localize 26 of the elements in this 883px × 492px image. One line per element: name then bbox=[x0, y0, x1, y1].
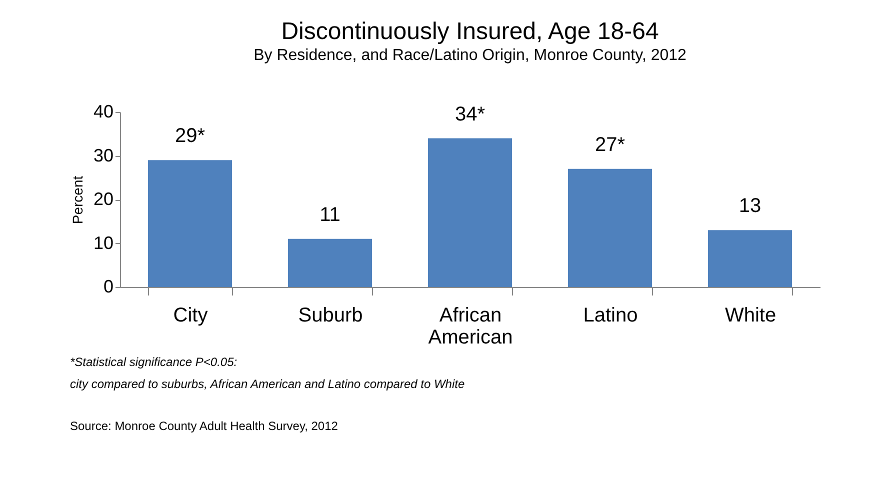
x-tick-label: African American bbox=[428, 304, 513, 348]
y-tick-label: 30 bbox=[93, 145, 114, 166]
y-tick-label: 40 bbox=[93, 102, 114, 122]
data-label: 29* bbox=[174, 125, 206, 148]
bar bbox=[428, 138, 512, 287]
bar bbox=[568, 168, 652, 287]
chart-subtitle: By Residence, and Race/Latino Origin, Monroe County, 2012 bbox=[254, 47, 687, 64]
y-tick-label: 20 bbox=[93, 189, 114, 209]
text: city compared to suburbs, African American and Latino compared to White bbox=[70, 377, 465, 391]
data-label: 11 bbox=[320, 204, 340, 226]
chart-title: Discontinuously Insured, Age 18-64 bbox=[281, 18, 659, 45]
data-label: 34* bbox=[454, 103, 486, 126]
data-label: 27* bbox=[594, 134, 626, 156]
x-tick-label: City bbox=[173, 304, 208, 326]
source-note: Source: Monroe County Adult Health Survey, 2012 bbox=[70, 419, 338, 433]
data-label: 13 bbox=[738, 195, 762, 218]
y-tick-label: 0 bbox=[103, 276, 114, 296]
y-axis-title: Percent bbox=[69, 176, 86, 224]
y-tick-label: 10 bbox=[93, 232, 114, 253]
bar bbox=[148, 160, 232, 287]
text: *Statistical significance P<0.05: bbox=[70, 355, 238, 369]
bar bbox=[288, 238, 372, 287]
bar bbox=[708, 230, 792, 287]
x-tick-label: Latino bbox=[583, 304, 638, 326]
x-tick-label: White bbox=[724, 304, 776, 326]
x-tick-label: Suburb bbox=[298, 304, 363, 326]
